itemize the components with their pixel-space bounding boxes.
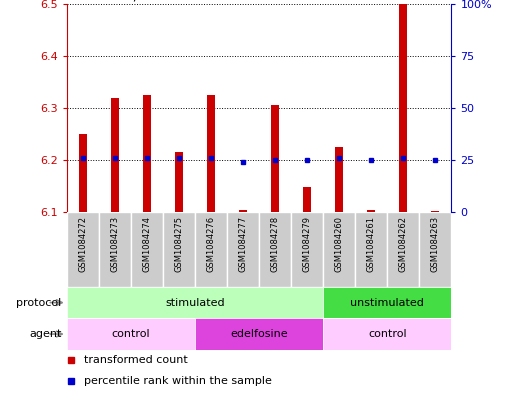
Bar <box>323 212 355 287</box>
Text: GSM1084262: GSM1084262 <box>399 216 408 272</box>
Bar <box>291 212 323 287</box>
Text: GDS5544 / 7979583: GDS5544 / 7979583 <box>67 0 201 3</box>
Text: transformed count: transformed count <box>84 354 188 365</box>
Bar <box>271 105 279 212</box>
Text: GSM1084274: GSM1084274 <box>142 216 151 272</box>
Text: GSM1084276: GSM1084276 <box>206 216 215 272</box>
Text: percentile rank within the sample: percentile rank within the sample <box>84 376 272 386</box>
Bar <box>111 97 119 212</box>
Bar <box>207 95 215 212</box>
Bar <box>195 212 227 287</box>
Bar <box>98 212 131 287</box>
Text: GSM1084278: GSM1084278 <box>270 216 280 272</box>
Text: unstimulated: unstimulated <box>350 298 424 308</box>
Bar <box>303 187 311 212</box>
Text: stimulated: stimulated <box>165 298 225 308</box>
Text: edelfosine: edelfosine <box>230 329 288 339</box>
Bar <box>78 134 87 212</box>
Bar <box>323 287 451 318</box>
Text: GSM1084273: GSM1084273 <box>110 216 120 272</box>
Text: protocol: protocol <box>16 298 62 308</box>
Bar <box>387 212 420 287</box>
Bar <box>67 318 195 350</box>
Bar <box>367 209 376 212</box>
Text: control: control <box>111 329 150 339</box>
Text: agent: agent <box>29 329 62 339</box>
Bar <box>143 95 151 212</box>
Text: GSM1084272: GSM1084272 <box>78 216 87 272</box>
Bar <box>67 212 98 287</box>
Bar <box>431 211 440 212</box>
Text: GSM1084263: GSM1084263 <box>431 216 440 272</box>
Bar <box>195 318 323 350</box>
Bar <box>239 209 247 212</box>
Text: GSM1084277: GSM1084277 <box>239 216 248 272</box>
Text: GSM1084261: GSM1084261 <box>367 216 376 272</box>
Bar <box>163 212 195 287</box>
Bar <box>131 212 163 287</box>
Bar <box>259 212 291 287</box>
Bar <box>227 212 259 287</box>
Bar <box>355 212 387 287</box>
Bar <box>67 287 323 318</box>
Text: GSM1084275: GSM1084275 <box>174 216 184 272</box>
Bar <box>175 152 183 212</box>
Text: control: control <box>368 329 407 339</box>
Bar <box>335 147 343 212</box>
Bar <box>420 212 451 287</box>
Text: GSM1084279: GSM1084279 <box>303 216 312 272</box>
Bar <box>323 318 451 350</box>
Bar <box>399 4 407 212</box>
Text: GSM1084260: GSM1084260 <box>334 216 344 272</box>
